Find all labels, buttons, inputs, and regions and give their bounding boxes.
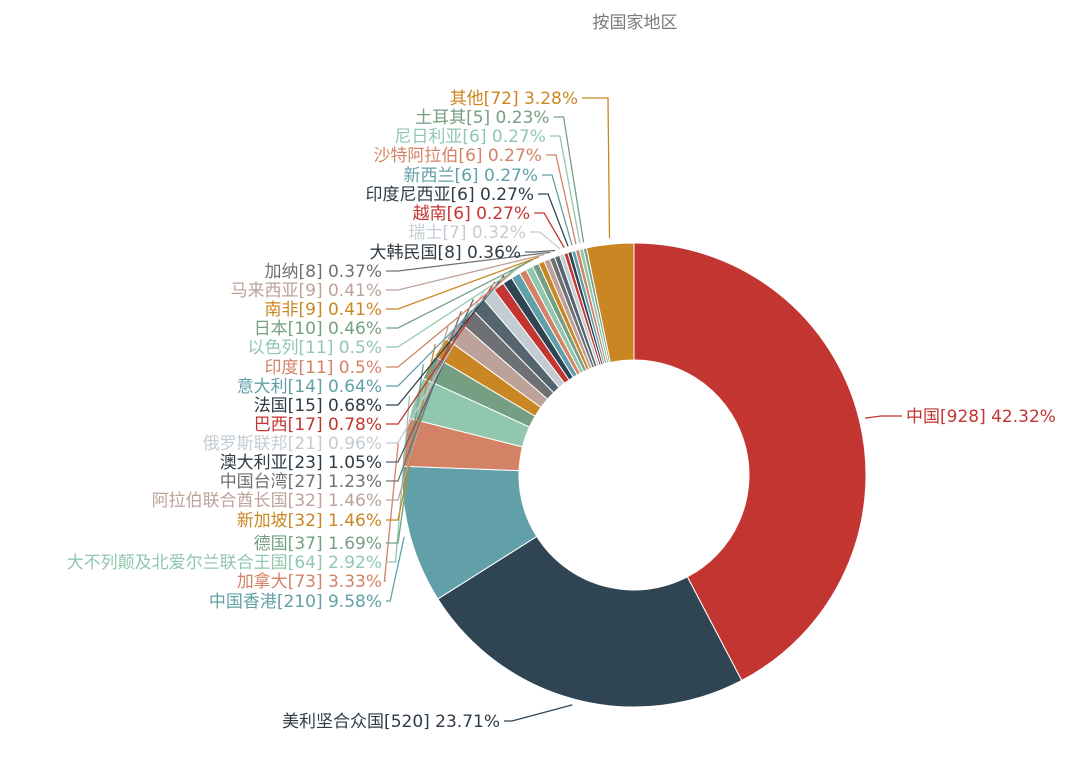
leader-line-25: [545, 154, 577, 245]
slice-label-13: 意大利[14] 0.64%: [237, 377, 382, 397]
leader-line-10: [386, 289, 486, 444]
slice-label-11: 巴西[17] 0.78%: [254, 415, 382, 435]
slice-label-23: 印度尼西亚[6] 0.27%: [366, 185, 535, 205]
leader-line-23: [538, 193, 569, 247]
leader-line-22: [534, 212, 565, 248]
leader-line-26: [549, 135, 581, 244]
leader-line-3: [383, 441, 400, 582]
slice-label-25: 沙特阿拉伯[6] 0.27%: [373, 146, 542, 166]
slice-label-5: 德国[37] 1.69%: [254, 534, 382, 554]
leader-line-0: [865, 415, 902, 419]
slice-label-28: 其他[72] 3.28%: [450, 89, 578, 109]
leader-line-11: [386, 281, 496, 425]
slice-label-24: 新西兰[6] 0.27%: [403, 166, 538, 186]
leader-line-1: [504, 704, 573, 722]
slice-label-26: 尼日利亚[6] 0.27%: [394, 127, 546, 147]
pie-slice-28[interactable]: [585, 242, 635, 364]
leader-line-6: [386, 343, 436, 521]
slice-label-7: 阿拉伯联合酋长国[32] 1.46%: [152, 491, 382, 511]
leader-line-15: [386, 262, 527, 348]
leader-line-14: [386, 265, 521, 368]
slice-label-18: 马来西亚[9] 0.41%: [231, 281, 383, 301]
leader-line-24: [541, 174, 573, 246]
leader-line-19: [386, 251, 551, 272]
slice-label-10: 俄罗斯联邦[21] 0.96%: [203, 434, 382, 454]
pie-slice-0[interactable]: [633, 242, 867, 682]
slice-label-6: 新加坡[32] 1.46%: [237, 511, 382, 531]
slice-label-22: 越南[6] 0.27%: [413, 204, 531, 224]
leader-line-2: [386, 536, 405, 602]
slice-label-4: 大不列颠及北爱尔兰联合王国[64] 2.92%: [67, 553, 382, 573]
leader-line-12: [386, 275, 505, 406]
slice-label-17: 南非[9] 0.41%: [265, 300, 383, 320]
slice-label-27: 土耳其[5] 0.23%: [415, 108, 550, 128]
leader-line-28: [582, 97, 611, 239]
slice-label-21: 瑞士[7] 0.32%: [408, 223, 526, 243]
slice-label-9: 澳大利亚[23] 1.05%: [220, 453, 382, 473]
slice-label-2: 中国香港[210] 9.58%: [209, 592, 382, 612]
leader-line-13: [386, 269, 513, 387]
leader-line-18: [386, 253, 545, 291]
slice-label-19: 加纳[8] 0.37%: [265, 262, 383, 282]
leader-line-5: [386, 364, 424, 544]
chart-title: 按国家地区: [592, 13, 678, 33]
leader-line-16: [386, 258, 534, 329]
leader-line-20: [525, 249, 556, 253]
slice-label-3: 加拿大[73] 3.33%: [237, 571, 382, 592]
slice-label-16: 日本[10] 0.46%: [254, 319, 382, 339]
leader-line-21: [529, 231, 561, 250]
slice-label-0: 中国[928] 42.32%: [906, 407, 1056, 427]
leader-line-4: [386, 395, 411, 563]
slice-label-12: 法国[15] 0.68%: [254, 396, 382, 416]
slice-label-14: 印度[11] 0.5%: [265, 358, 383, 378]
leader-line-17: [386, 256, 540, 310]
slice-label-20: 大韩民国[8] 0.36%: [370, 243, 522, 263]
slice-label-1: 美利坚合众国[520] 23.71%: [282, 712, 500, 732]
slice-label-8: 中国台湾[27] 1.23%: [220, 472, 382, 492]
pie-slice-1[interactable]: [437, 535, 743, 708]
leader-line-27: [553, 116, 585, 243]
slice-label-15: 以色列[11] 0.5%: [248, 338, 383, 358]
